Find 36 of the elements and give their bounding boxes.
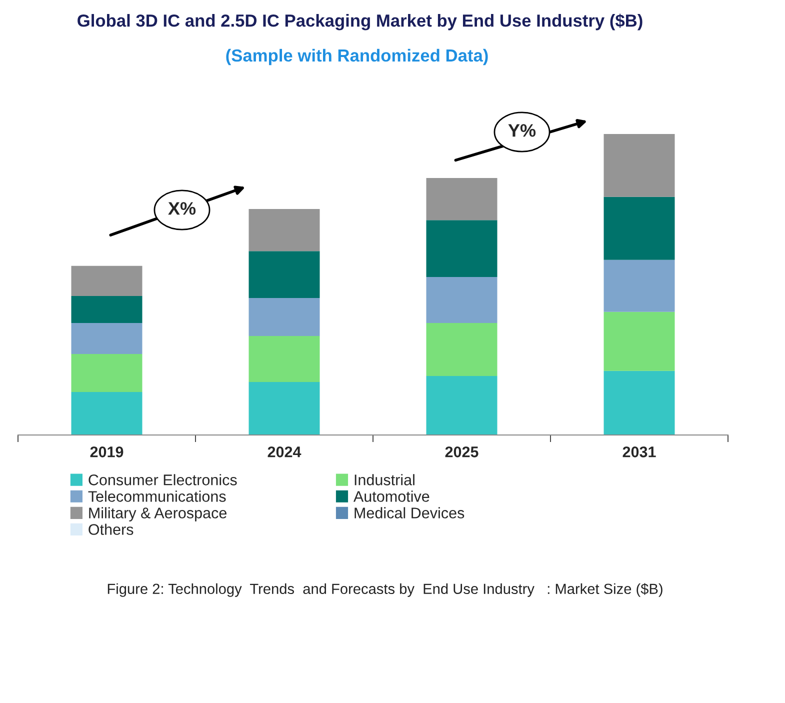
bar [426,276,498,324]
legend-label: Consumer Electronics [88,474,237,486]
x-tick-label: 2031 [622,446,656,458]
bar [248,336,320,382]
bar [604,134,675,197]
bar [248,298,320,336]
caption: Figure 2: Technology Trends and Forecasts by End Use Industry : Market Size ($B) [108,583,662,597]
legend-label: Industrial [354,474,414,486]
x-tick-label: 2024 [268,446,302,458]
x-tick-label: 2025 [445,446,478,458]
bar [426,376,498,435]
bar [426,220,498,277]
legend-label: Military & Aerospace [89,507,226,522]
chart-title: Global 3D IC and 2.5D IC Packaging Market by End Use Industry ($B) [78,14,642,30]
x-tick-label: 2019 [90,446,124,458]
bar [71,354,142,392]
bar [71,296,142,324]
bar [604,260,675,312]
bar [248,251,320,298]
bar [71,266,142,296]
bar [604,370,675,435]
legend-label: Others [88,524,134,535]
bar [604,196,675,260]
legend-label: Automotive [353,490,430,502]
bar [426,323,498,376]
legend-label: Medical Devices [354,507,464,518]
bar [248,208,320,252]
annotation: X% [168,202,196,215]
annotation: Y% [508,124,536,137]
legend-label: Telecommunications [88,490,226,502]
chart-subtitle: (Sample with Randomized Data) [226,48,488,66]
bar [426,178,498,220]
bar [248,382,320,435]
bar [71,323,142,354]
bar [71,392,142,435]
bar [604,312,675,371]
